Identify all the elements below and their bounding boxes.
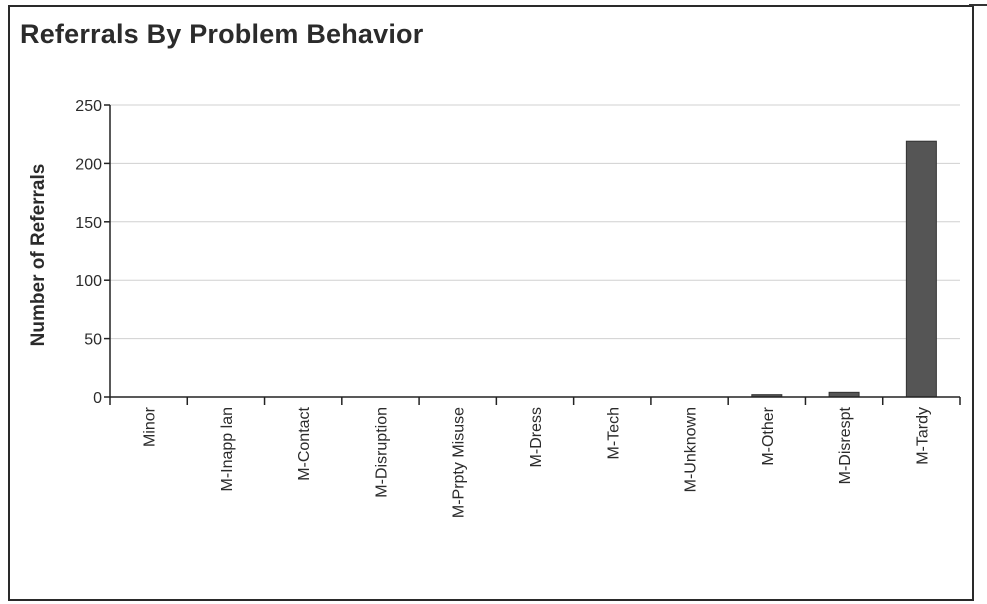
x-tick-label: M-Dress (528, 407, 545, 467)
x-tick-label: M-Other (760, 406, 777, 465)
x-tick-label: M-Unknown (683, 407, 700, 492)
bar-m-tardy (905, 140, 937, 398)
y-tick-label: 50 (84, 332, 102, 349)
x-tick-label: M-Tech (605, 407, 622, 459)
x-tick-label: M-Tardy (914, 407, 931, 465)
chart-title: Referrals By Problem Behavior (20, 19, 424, 49)
x-tick-label: M-Disrespt (837, 406, 854, 484)
y-tick-label: 200 (75, 156, 102, 173)
grid-lines (110, 104, 960, 340)
y-tick-label: 150 (75, 215, 102, 232)
y-tick-label: 100 (75, 273, 102, 290)
chart-frame: Referrals By Problem Behavior (8, 5, 974, 601)
y-tick-label: 250 (75, 98, 102, 115)
axes: 0 50 100 150 200 250 Minor M-Inapp lan M-Contact… (75, 98, 961, 518)
y-tick-label: 0 (93, 390, 102, 407)
x-tick-label: M-Contact (296, 406, 313, 480)
x-tick-label: M-Disruption (373, 407, 390, 498)
x-tick-label: Minor (142, 406, 159, 447)
bars (751, 140, 937, 398)
corner-mark (969, 0, 987, 6)
x-tick-label: M-Inapp lan (219, 407, 236, 492)
x-tick-label: M-Prpty Misuse (451, 407, 468, 518)
y-axis-label: Number of Referrals (28, 164, 49, 347)
